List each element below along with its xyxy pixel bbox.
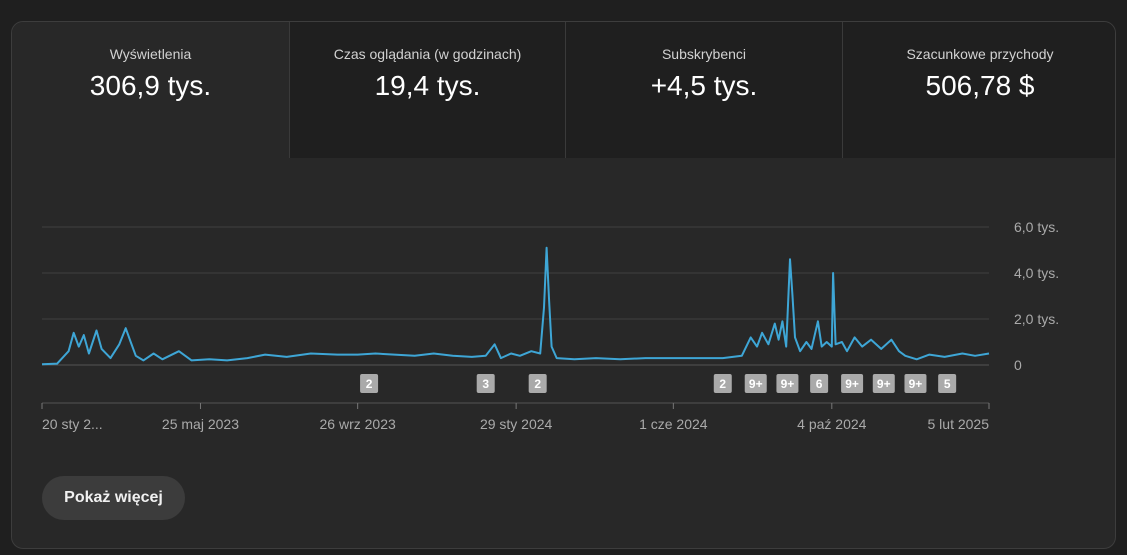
metric-label: Czas oglądania (w godzinach) bbox=[333, 46, 522, 62]
video-publish-badge bbox=[360, 374, 379, 393]
x-tick-label: 20 sty 2... bbox=[42, 416, 103, 432]
views-series-line bbox=[41, 246, 990, 366]
video-publish-badge bbox=[904, 374, 927, 393]
video-publish-badge bbox=[841, 374, 864, 393]
video-publish-badge-label: 9+ bbox=[909, 377, 923, 391]
views-line-chart: 0 2,0 tys. 4,0 tys. 6,0 tys. 20 sty 2... 25 m… bbox=[41, 219, 1059, 432]
video-publish-badge bbox=[476, 374, 495, 393]
metric-label: Szacunkowe przychody bbox=[906, 46, 1054, 62]
video-publish-badge-label: 6 bbox=[816, 377, 823, 391]
video-publish-badge-label: 9+ bbox=[781, 377, 795, 391]
y-tick-label: 4,0 tys. bbox=[1014, 265, 1059, 281]
metric-label: Subskrybenci bbox=[661, 46, 747, 62]
metric-label: Wyświetlenia bbox=[109, 46, 192, 62]
video-publish-badge bbox=[872, 374, 895, 393]
video-publish-badge bbox=[528, 374, 547, 393]
metric-tab-watch-time[interactable]: Czas oglądania (w godzinach) 19,4 tys. bbox=[289, 22, 565, 158]
x-tick-label: 4 paź 2024 bbox=[797, 416, 866, 432]
metric-tabs: Wyświetlenia 306,9 tys. Czas oglądania (… bbox=[12, 22, 1115, 158]
video-publish-badge-label: 2 bbox=[719, 377, 726, 391]
x-tick-label: 1 cze 2024 bbox=[639, 416, 708, 432]
video-publish-badge bbox=[938, 374, 957, 393]
metric-value: 306,9 tys. bbox=[89, 70, 212, 101]
video-publish-badge-label: 3 bbox=[482, 377, 489, 391]
metric-tab-revenue[interactable]: Szacunkowe przychody 506,78 $ bbox=[842, 22, 1115, 158]
video-publish-badge bbox=[776, 374, 799, 393]
y-tick-label: 2,0 tys. bbox=[1014, 311, 1059, 327]
x-tick-label: 26 wrz 2023 bbox=[320, 416, 396, 432]
video-publish-badge-label: 5 bbox=[944, 377, 951, 391]
y-tick-label: 0 bbox=[1014, 357, 1022, 373]
metric-value: +4,5 tys. bbox=[650, 70, 758, 101]
x-tick-label: 25 maj 2023 bbox=[162, 416, 239, 432]
video-publish-badge-label: 2 bbox=[534, 377, 541, 391]
metric-value: 506,78 $ bbox=[925, 70, 1035, 101]
video-publish-badge-label: 9+ bbox=[845, 377, 859, 391]
metric-tab-views[interactable]: Wyświetlenia 306,9 tys. bbox=[12, 22, 289, 158]
show-more-button[interactable]: Pokaż więcej bbox=[42, 476, 185, 520]
video-publish-badge-label: 9+ bbox=[877, 377, 891, 391]
video-publish-badge-label: 2 bbox=[366, 377, 373, 391]
y-tick-label: 6,0 tys. bbox=[1014, 219, 1059, 235]
x-tick-label: 5 lut 2025 bbox=[928, 416, 990, 432]
video-publish-badge bbox=[810, 374, 829, 393]
video-publish-badge-label: 9+ bbox=[749, 377, 763, 391]
metric-value: 19,4 tys. bbox=[374, 70, 481, 101]
video-publish-badge bbox=[713, 374, 732, 393]
x-tick-label: 29 sty 2024 bbox=[480, 416, 553, 432]
video-publish-badge bbox=[744, 374, 767, 393]
metric-tab-subscribers[interactable]: Subskrybenci +4,5 tys. bbox=[565, 22, 842, 158]
analytics-card: Wyświetlenia 306,9 tys. Czas oglądania (… bbox=[11, 21, 1116, 549]
